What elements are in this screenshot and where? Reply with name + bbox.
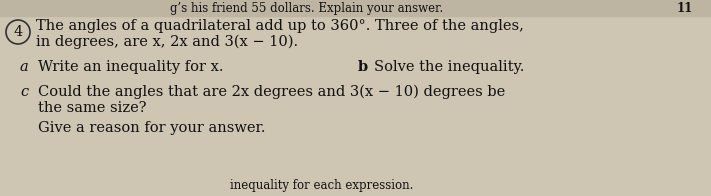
- Text: Could the angles that are 2x degrees and 3(x − 10) degrees be: Could the angles that are 2x degrees and…: [38, 85, 506, 99]
- Text: c: c: [20, 85, 28, 99]
- Bar: [0, 0, 711, 16]
- Text: The angles of a quadrilateral add up to 360°. Three of the angles,: The angles of a quadrilateral add up to …: [36, 19, 524, 33]
- Text: inequality for each expression.: inequality for each expression.: [230, 180, 413, 192]
- Text: Solve the inequality.: Solve the inequality.: [374, 60, 525, 74]
- Text: b: b: [358, 60, 368, 74]
- Circle shape: [6, 20, 30, 44]
- Text: Write an inequality for x.: Write an inequality for x.: [38, 60, 223, 74]
- Text: g’s his friend 55 dollars. Explain your answer.: g’s his friend 55 dollars. Explain your …: [170, 2, 443, 15]
- Text: Give a reason for your answer.: Give a reason for your answer.: [38, 121, 265, 135]
- Text: the same size?: the same size?: [38, 101, 146, 115]
- Text: a: a: [20, 60, 28, 74]
- Text: in degrees, are x, 2x and 3(x − 10).: in degrees, are x, 2x and 3(x − 10).: [36, 35, 298, 49]
- Text: 4: 4: [14, 25, 23, 39]
- Text: 11: 11: [677, 2, 693, 15]
